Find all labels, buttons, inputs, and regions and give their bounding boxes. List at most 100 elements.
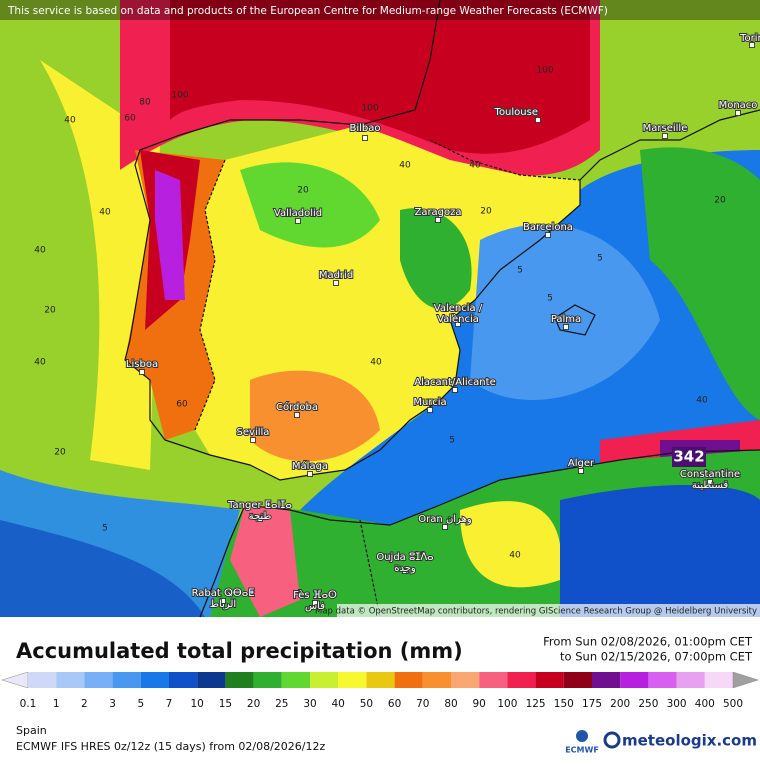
colorbar-label: 400 [695,698,715,710]
wet-portugal [155,170,185,300]
contour-label: 40 [696,396,708,406]
colorbar-box [535,672,564,688]
contour-label: 80 [139,98,151,108]
city-label: Marseille [643,123,688,134]
city-marker [707,479,713,485]
city-label: Sevilla [237,427,270,438]
colorbar-label: 300 [667,698,687,710]
colorbar-box [84,672,113,688]
contour-label: 100 [536,66,553,76]
legend-title: Accumulated total precipitation (mm) [16,639,463,663]
colorbar-label: 20 [247,698,260,710]
patch [640,147,760,420]
contour-label: 20 [714,196,726,206]
contour-label: 100 [171,91,188,101]
contour-label: 20 [480,207,492,217]
city-label: Rabat ⵕⴱⴰⵟ [192,588,255,599]
city-label: Oujda ⵓⵊⴷⴰ [376,552,433,563]
brand-logo [603,731,621,749]
colorbar-box [197,672,226,688]
city-marker [220,598,226,604]
coastlines [124,0,760,618]
patch [400,208,472,309]
colorbar-label: 250 [638,698,658,710]
city-label: Torin [739,33,760,44]
wet-north [170,0,590,154]
colorbar-box [56,672,85,688]
colorbar-label: 500 [723,698,743,710]
contour-label: 5 [517,266,523,276]
colorbar-box [338,672,367,688]
colorbar-box [704,672,733,688]
colorbar-box [620,672,649,688]
map: This service is based on data and produc… [0,0,760,618]
city-label: València [437,313,479,325]
city-marker [362,135,368,141]
colorbar-label: 0.1 [20,698,37,710]
ecmwf-text: ECMWF [565,746,599,755]
colorbar-box [563,672,592,688]
city-label: الرباط [210,599,236,610]
city-label: Bilbao [349,123,380,134]
colorbar-label: 70 [416,698,429,710]
patch [250,370,380,462]
colorbar-box [140,672,169,688]
contour-label: 20 [414,551,426,561]
brand[interactable]: meteologix.com [622,732,757,750]
contour-label: 20 [44,306,56,316]
city-label: فاس [305,601,325,612]
city-marker [435,217,441,223]
city-label: Oran وهران [418,514,472,525]
wet-morocco [230,505,300,617]
legend-panel: Accumulated total precipitation (mm) Fro… [16,635,757,755]
city-marker [452,387,458,393]
colorbar-label: 40 [332,698,345,710]
colorbar-box [310,672,339,688]
contour-label: 40 [399,161,411,171]
city-marker [295,218,301,224]
contour-label: 20 [297,186,309,196]
city-label: Lisboa [126,359,158,370]
city-marker [749,42,755,48]
colorbar-label: 50 [360,698,373,710]
city-label: Murcia [413,397,446,408]
city-label: Córdoba [276,401,318,413]
colorbar-label: 125 [526,698,546,710]
city-label: Alger [568,458,595,469]
city-label: Fès ⴼⴰⵙ [293,589,337,601]
city-marker [662,133,668,139]
city-marker [545,232,551,238]
attribution: Map data © OpenStreetMap contributors, r… [315,607,757,617]
contour-label: 5 [597,254,603,264]
city-label: Madrid [319,270,353,281]
city-label: طنجة [249,511,272,522]
banner: This service is based on data and produc… [7,5,608,17]
contour-label: 100 [361,104,378,114]
colorbar-box [169,672,198,688]
city-label: وجدة [394,563,416,574]
colorbar-box [366,672,395,688]
contour-label: 40 [370,358,382,368]
contour-label: 5 [449,436,455,446]
city-label: Málaga [292,460,328,472]
colorbar-box [451,672,480,688]
contour-label: 40 [509,551,521,561]
city-label: Barcelona [523,222,573,233]
colorbar-label: 60 [388,698,401,710]
colorbar-label: 90 [473,698,486,710]
colorbar-arrow [732,671,759,689]
colorbar-label: 100 [497,698,517,710]
city-label: Palma [551,314,581,325]
colorbar-label: 80 [444,698,457,710]
atlantic-dry [0,520,205,617]
model-info: ECMWF IFS HRES 0z/12z (15 days) from 02/… [16,740,326,753]
colorbar-box [592,672,621,688]
city-label: Valladolid [274,208,322,219]
contour-label: 60 [176,400,188,410]
colorbar-label: 200 [610,698,630,710]
colorbar-label: 3 [109,698,116,710]
city-marker [333,280,339,286]
city-marker [535,117,541,123]
city-marker [250,437,256,443]
